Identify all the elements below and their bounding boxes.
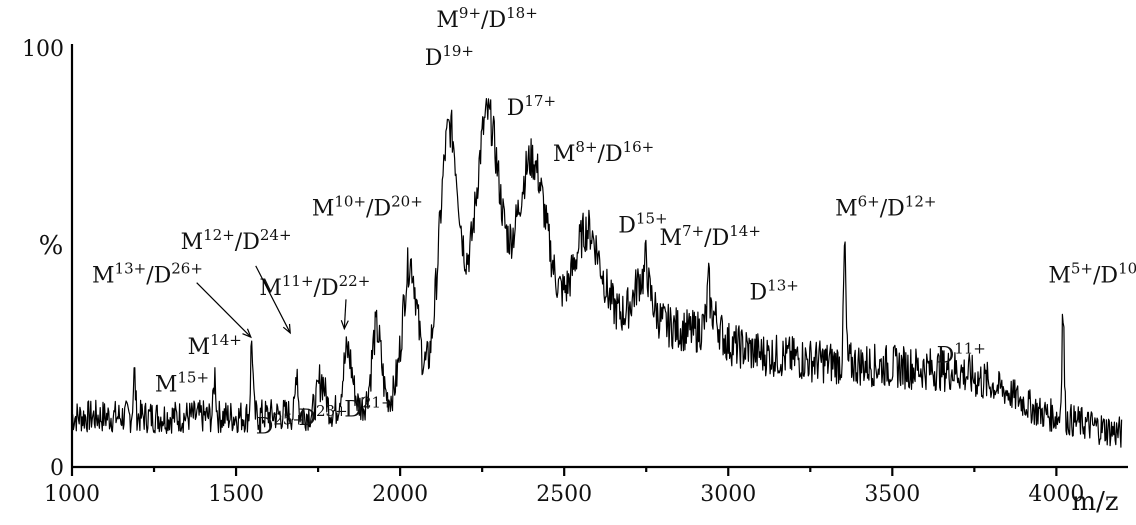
peak-label-m9d18: M9+/D18+	[436, 4, 537, 33]
x-tick-label: 2500	[536, 482, 592, 507]
axes	[70, 44, 1128, 469]
y-axis-label: %	[39, 231, 64, 261]
peak-label-d11: D11+	[937, 339, 986, 368]
peak-label-m12d24: M12+/D24+	[181, 226, 292, 255]
peak-label-d15: D15+	[618, 209, 667, 238]
arrow-m11d22-line	[343, 299, 347, 329]
arrow-m11d22-head	[340, 320, 349, 331]
peak-label-m14: M14+	[188, 331, 242, 360]
x-tick-label: 3500	[864, 482, 920, 507]
x-axis-label: m/z	[1071, 487, 1118, 517]
peak-label-m15: M15+	[155, 369, 209, 398]
peak-label-m7d14: M7+/D14+	[660, 222, 761, 251]
peak-label-d25: D25+	[256, 410, 305, 439]
peak-label-m6d12: M6+/D12+	[835, 193, 936, 222]
peak-label-d19: D19+	[425, 42, 474, 71]
peak-label-d23: D23+	[298, 402, 347, 431]
x-tick-label: 2000	[372, 482, 428, 507]
peak-label-m11d22: M11+/D22+	[259, 272, 370, 301]
x-tick-label: 1500	[208, 482, 264, 507]
spectrum-series	[71, 98, 1123, 448]
x-tick-label: 4000	[1028, 482, 1084, 507]
peak-label-d13: D13+	[750, 276, 799, 305]
y-tick-label: 0	[50, 456, 64, 481]
x-tick-label: 1000	[44, 482, 100, 507]
spectrum-line	[71, 98, 1123, 448]
peak-label-m8d16: M8+/D16+	[553, 138, 654, 167]
arrow-m12d24-line	[255, 265, 291, 334]
peak-label-m10d20: M10+/D20+	[312, 193, 423, 222]
peak-label-d17: D17+	[507, 92, 556, 121]
peak-label-d21: D21+	[344, 394, 393, 423]
peak-annotations: D19+ M9+/D18+ D17+ M8+/D16+ M10+/D20+ D15+M7+…	[92, 4, 1136, 439]
arrow-m13d26-line	[196, 282, 252, 338]
peak-label-m5d10: M5+/D10+	[1048, 260, 1136, 289]
arrow-m12d24-head	[282, 323, 291, 335]
annotation-arrows	[196, 265, 349, 339]
y-tick-label: 100	[22, 37, 64, 62]
arrow-m13d26-head	[242, 328, 252, 339]
x-tick-label: 3000	[700, 482, 756, 507]
peak-label-m13d26: M13+/D26+	[92, 260, 203, 289]
